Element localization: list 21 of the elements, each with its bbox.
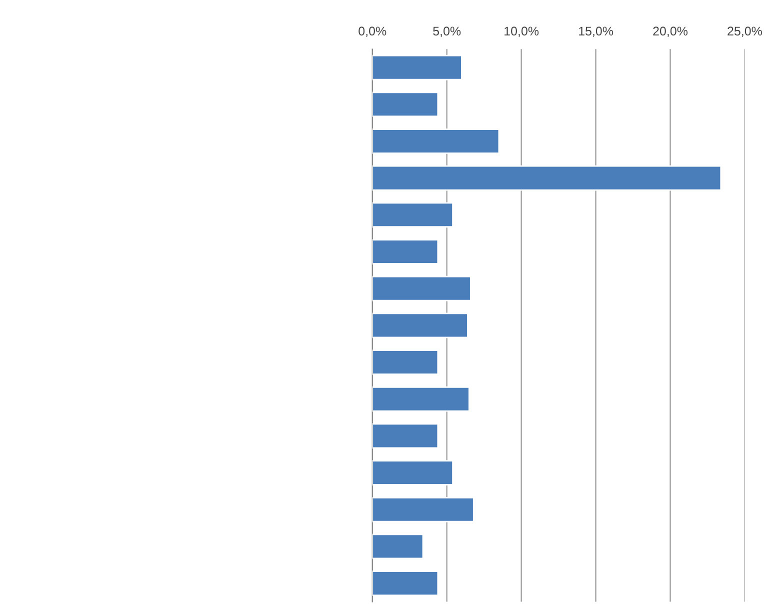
bar <box>372 423 439 449</box>
bar <box>372 276 472 302</box>
x-tick-label: 25,0% <box>728 26 762 38</box>
bar <box>372 128 500 154</box>
x-tick-label: 5,0% <box>433 26 461 38</box>
bar <box>372 54 462 80</box>
bar <box>372 239 439 264</box>
x-tick-label: 20,0% <box>653 26 688 38</box>
bar <box>372 92 439 118</box>
bar <box>372 460 454 486</box>
x-tick-label: 15,0% <box>579 26 614 38</box>
bar <box>372 534 424 560</box>
x-tick-label: 0,0% <box>358 26 386 38</box>
bar <box>372 312 468 338</box>
bar <box>372 570 439 596</box>
bar <box>372 350 439 375</box>
bar <box>372 386 470 412</box>
bar <box>372 202 454 228</box>
x-tick-label: 10,0% <box>504 26 539 38</box>
bar <box>372 165 722 191</box>
bar <box>372 496 474 522</box>
